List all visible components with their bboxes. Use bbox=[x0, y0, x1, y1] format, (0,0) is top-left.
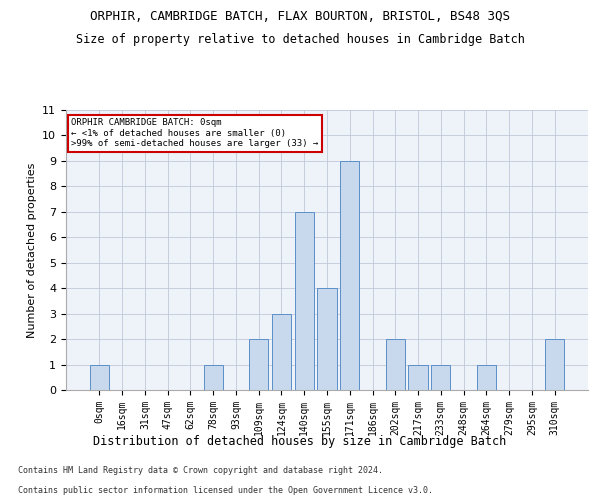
Bar bbox=[431, 364, 451, 390]
Bar bbox=[545, 339, 564, 390]
Y-axis label: Number of detached properties: Number of detached properties bbox=[27, 162, 37, 338]
Text: Distribution of detached houses by size in Cambridge Batch: Distribution of detached houses by size … bbox=[94, 435, 506, 448]
Text: Size of property relative to detached houses in Cambridge Batch: Size of property relative to detached ho… bbox=[76, 32, 524, 46]
Bar bbox=[317, 288, 337, 390]
Bar bbox=[203, 364, 223, 390]
Bar bbox=[272, 314, 291, 390]
Text: Contains public sector information licensed under the Open Government Licence v3: Contains public sector information licen… bbox=[18, 486, 433, 495]
Bar bbox=[409, 364, 428, 390]
Bar bbox=[386, 339, 405, 390]
Text: Contains HM Land Registry data © Crown copyright and database right 2024.: Contains HM Land Registry data © Crown c… bbox=[18, 466, 383, 475]
Bar bbox=[340, 161, 359, 390]
Bar bbox=[90, 364, 109, 390]
Text: ORPHIR CAMBRIDGE BATCH: 0sqm
← <1% of detached houses are smaller (0)
>99% of se: ORPHIR CAMBRIDGE BATCH: 0sqm ← <1% of de… bbox=[71, 118, 319, 148]
Bar bbox=[295, 212, 314, 390]
Bar bbox=[249, 339, 268, 390]
Bar bbox=[476, 364, 496, 390]
Text: ORPHIR, CAMBRIDGE BATCH, FLAX BOURTON, BRISTOL, BS48 3QS: ORPHIR, CAMBRIDGE BATCH, FLAX BOURTON, B… bbox=[90, 10, 510, 23]
